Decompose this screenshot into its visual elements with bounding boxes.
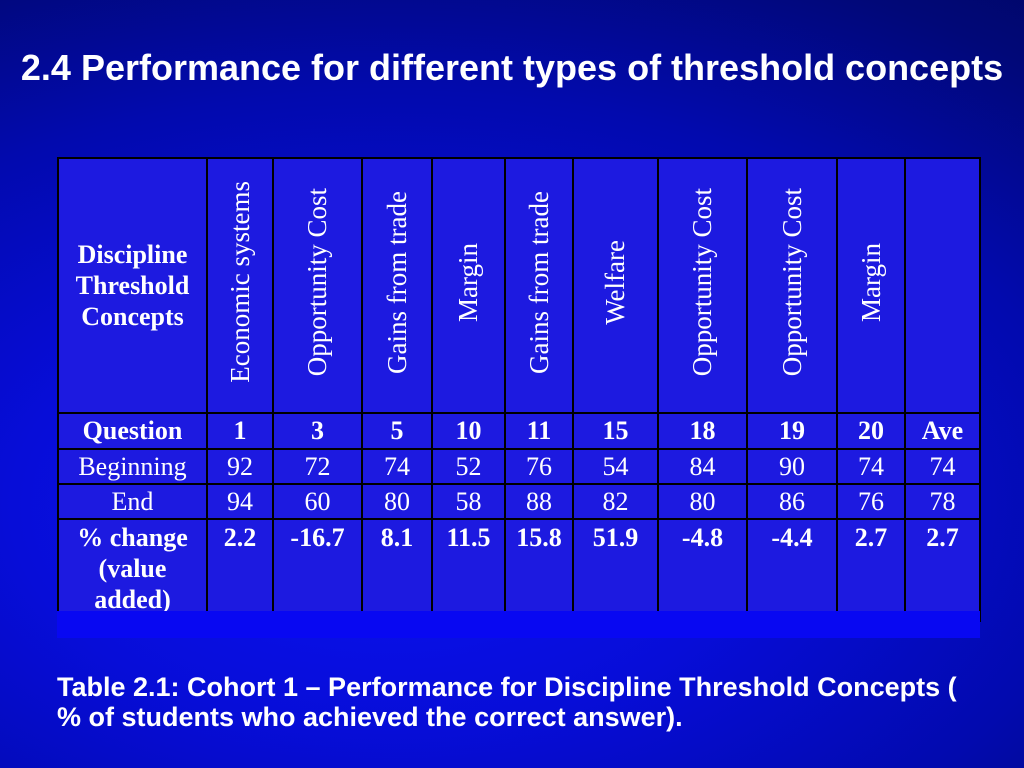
concept-header-label: Gains from trade <box>523 190 554 374</box>
table-cell: -4.4 <box>746 518 838 622</box>
table-cell: 80 <box>657 483 748 520</box>
table-caption: Table 2.1: Cohort 1 – Performance for Di… <box>57 672 957 732</box>
table-cell: 80 <box>361 483 433 520</box>
concept-header-label: Margin <box>855 242 886 322</box>
table-cell: 3 <box>272 412 363 450</box>
concept-header-label: Opportunity Cost <box>302 187 333 377</box>
table-cell: 82 <box>572 483 659 520</box>
concept-header-cell: Opportunity Cost <box>272 157 363 414</box>
table-cell: 5 <box>361 412 433 450</box>
table-cell: 20 <box>836 412 906 450</box>
concept-header-label: Opportunity Cost <box>776 187 807 377</box>
corner-header-cell: Discipline Threshold Concepts <box>57 157 208 414</box>
concept-header-label: Margin <box>453 242 484 322</box>
table-cell: 74 <box>361 448 433 485</box>
table-row-end: End 94 60 80 58 88 82 80 86 76 78 <box>57 483 981 520</box>
performance-table: Discipline Threshold Concepts Economic sy… <box>57 157 981 622</box>
table-cell: 15 <box>572 412 659 450</box>
table-cell: 74 <box>904 448 981 485</box>
slide-title: 2.4 Performance for different types of t… <box>20 47 1004 88</box>
table-cell: 58 <box>431 483 506 520</box>
table-cell: 19 <box>746 412 838 450</box>
table-cell: 11.5 <box>431 518 506 622</box>
table-cell: -4.8 <box>657 518 748 622</box>
table-cell: 92 <box>206 448 274 485</box>
concept-header-cell: Gains from trade <box>361 157 433 414</box>
table-cell: 51.9 <box>572 518 659 622</box>
concept-header-label: Welfare <box>600 239 631 325</box>
row-label: End <box>57 483 208 520</box>
concept-header-cell: Opportunity Cost <box>746 157 838 414</box>
table-cell: 76 <box>504 448 574 485</box>
table-cell: 76 <box>836 483 906 520</box>
concept-header-cell: Welfare <box>572 157 659 414</box>
table-cell: 84 <box>657 448 748 485</box>
table-row-question: Question 1 3 5 10 11 15 18 19 20 Ave <box>57 412 981 450</box>
concept-header-label: Economic systems <box>224 181 255 383</box>
table-cell: 74 <box>836 448 906 485</box>
table-header-row: Discipline Threshold Concepts Economic sy… <box>57 157 981 414</box>
table-cell: 52 <box>431 448 506 485</box>
concept-header-cell: Margin <box>431 157 506 414</box>
table-cell: 60 <box>272 483 363 520</box>
table-row-pct: % change (value added) 2.2 -16.7 8.1 11.5 15.… <box>57 518 981 622</box>
concept-header-label: Gains from trade <box>381 190 412 374</box>
table-cell: 8.1 <box>361 518 433 622</box>
concept-header-cell: Opportunity Cost <box>657 157 748 414</box>
concept-header-cell: Economic systems <box>206 157 274 414</box>
table-cell: 1 <box>206 412 274 450</box>
table-cell: 2.2 <box>206 518 274 622</box>
table-cell: 18 <box>657 412 748 450</box>
row-label: Beginning <box>57 448 208 485</box>
row-label: % change (value added) <box>57 518 208 622</box>
table-cell: 54 <box>572 448 659 485</box>
bottom-strip <box>57 611 980 638</box>
concept-header-cell <box>904 157 981 414</box>
table-cell: 88 <box>504 483 574 520</box>
table-cell: 72 <box>272 448 363 485</box>
table-cell: 2.7 <box>836 518 906 622</box>
table-cell: 11 <box>504 412 574 450</box>
concept-header-label: Opportunity Cost <box>687 187 718 377</box>
table-cell: -16.7 <box>272 518 363 622</box>
concept-header-cell: Margin <box>836 157 906 414</box>
table-cell: 94 <box>206 483 274 520</box>
row-label: Question <box>57 412 208 450</box>
concept-header-cell: Gains from trade <box>504 157 574 414</box>
table-cell: 78 <box>904 483 981 520</box>
table-cell: 2.7 <box>904 518 981 622</box>
table-cell: 90 <box>746 448 838 485</box>
table-cell: 15.8 <box>504 518 574 622</box>
table-cell: 86 <box>746 483 838 520</box>
table-cell: Ave <box>904 412 981 450</box>
table-cell: 10 <box>431 412 506 450</box>
table-row-beginning: Beginning 92 72 74 52 76 54 84 90 74 74 <box>57 448 981 485</box>
